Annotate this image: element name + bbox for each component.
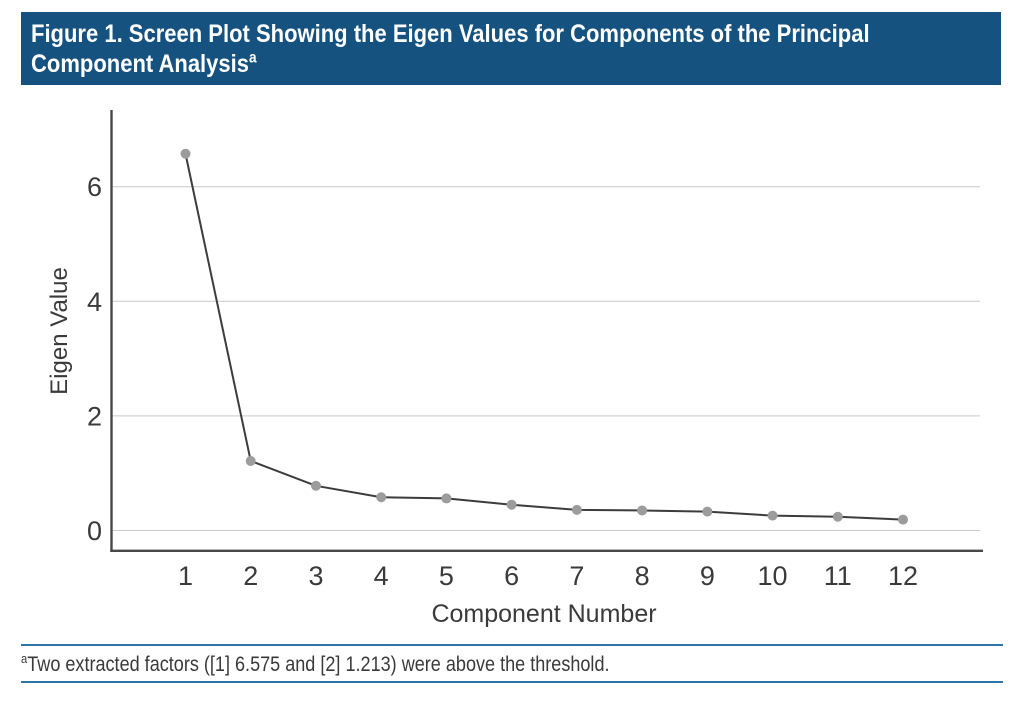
figure-title: Figure 1. Screen Plot Showing the Eigen …	[31, 19, 876, 79]
x-axis-tick-labels: 1 2 3 4 5 6 7 8 9 10 11 12	[178, 561, 918, 591]
x-axis-tick-label: 7	[569, 561, 584, 591]
y-axis-title: Eigen Value	[46, 267, 73, 395]
footnote-superscript: a	[21, 651, 28, 666]
footnote-body: Two extracted factors ([1] 6.575 and [2]…	[27, 653, 610, 676]
x-axis-tick-label: 1	[178, 561, 193, 591]
figure-title-line1: Figure 1. Screen Plot Showing the Eigen …	[31, 20, 870, 48]
data-point	[310, 480, 321, 491]
data-point	[180, 148, 191, 159]
x-axis-tick-label: 10	[758, 561, 788, 591]
data-point	[767, 510, 778, 521]
figure-title-line2: Component Analysis	[31, 50, 249, 78]
x-axis-tick-label: 9	[700, 561, 715, 591]
x-axis-tick-label: 5	[439, 561, 454, 591]
figure-title-superscript: a	[248, 49, 257, 67]
x-axis-tick-label: 8	[635, 561, 650, 591]
data-point	[898, 514, 909, 525]
figure-footnote: aTwo extracted factors ([1] 6.575 and [2…	[21, 644, 1003, 683]
x-axis-tick-label: 6	[504, 561, 519, 591]
data-points	[180, 148, 909, 525]
gridlines	[111, 186, 980, 531]
data-point	[506, 499, 517, 510]
data-point	[441, 493, 452, 504]
x-axis-tick-label: 11	[824, 561, 852, 591]
data-point	[376, 492, 387, 503]
x-axis-tick-label: 3	[308, 561, 323, 591]
data-point	[702, 506, 713, 517]
data-point	[571, 504, 582, 515]
figure-title-bar: Figure 1. Screen Plot Showing the Eigen …	[21, 12, 1001, 85]
y-axis-tick-label: 4	[87, 287, 102, 317]
data-point	[832, 511, 843, 522]
x-axis-tick-label: 12	[888, 561, 918, 591]
y-axis-tick-label: 0	[87, 516, 102, 546]
y-axis-tick-labels: 0 2 4 6	[87, 172, 102, 546]
data-point	[245, 455, 256, 466]
x-axis-tick-label: 2	[243, 561, 258, 591]
footnote-text: aTwo extracted factors ([1] 6.575 and [2…	[21, 651, 866, 677]
x-axis-tick-label: 4	[374, 561, 389, 591]
x-axis-title: Component Number	[431, 600, 656, 628]
y-axis-tick-label: 6	[87, 172, 102, 202]
data-point	[637, 505, 648, 516]
data-line	[184, 153, 904, 521]
y-axis-tick-label: 2	[87, 401, 102, 431]
